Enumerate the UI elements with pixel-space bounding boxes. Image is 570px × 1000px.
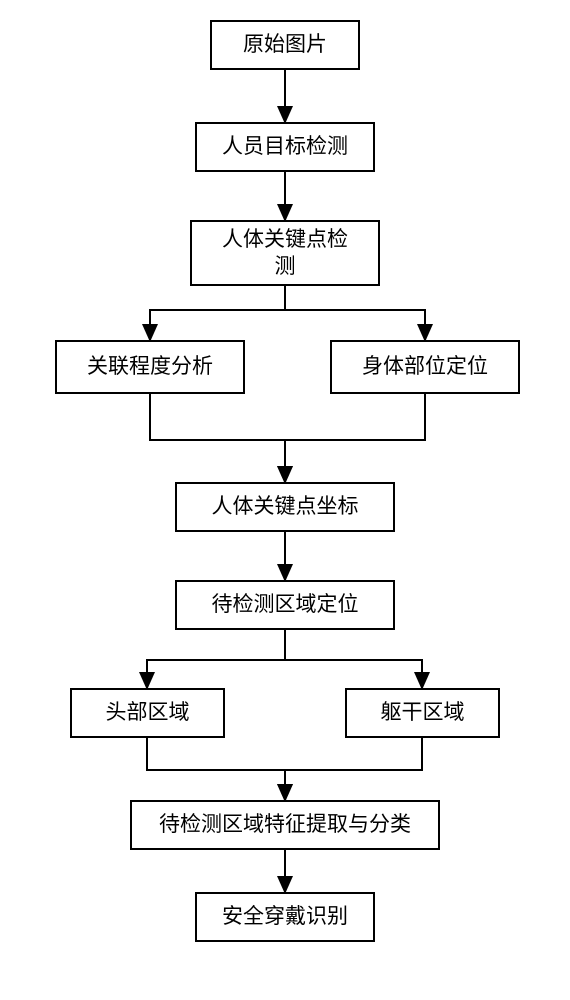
- edge-n3-n4: [150, 286, 285, 340]
- edge-n4-n6: [150, 394, 285, 482]
- node-label: 原始图片: [237, 27, 333, 62]
- flowchart-node-n10: 待检测区域特征提取与分类: [130, 800, 440, 850]
- node-label: 关联程度分析: [81, 349, 219, 384]
- node-label: 人体关键点检 测: [216, 222, 354, 285]
- node-label: 躯干区域: [375, 695, 471, 730]
- edge-n7-n8: [147, 630, 285, 688]
- flowchart-node-n5: 身体部位定位: [330, 340, 520, 394]
- edge-n7-n9: [285, 630, 422, 688]
- node-label: 待检测区域特征提取与分类: [153, 807, 417, 842]
- flowchart-node-n2: 人员目标检测: [195, 122, 375, 172]
- flowchart-node-n1: 原始图片: [210, 20, 360, 70]
- node-label: 人员目标检测: [216, 129, 354, 164]
- node-label: 头部区域: [100, 695, 196, 730]
- node-label: 人体关键点坐标: [206, 489, 365, 524]
- node-label: 待检测区域定位: [206, 587, 365, 622]
- edge-n9-n10: [285, 738, 422, 800]
- node-label: 安全穿戴识别: [216, 899, 354, 934]
- flowchart-node-n4: 关联程度分析: [55, 340, 245, 394]
- edge-n3-n5: [285, 286, 425, 340]
- node-label: 身体部位定位: [356, 349, 494, 384]
- flowchart-node-n8: 头部区域: [70, 688, 225, 738]
- flowchart-node-n7: 待检测区域定位: [175, 580, 395, 630]
- flowchart-node-n11: 安全穿戴识别: [195, 892, 375, 942]
- flowchart-node-n3: 人体关键点检 测: [190, 220, 380, 286]
- flowchart-node-n9: 躯干区域: [345, 688, 500, 738]
- edge-n5-n6: [285, 394, 425, 482]
- flowchart-node-n6: 人体关键点坐标: [175, 482, 395, 532]
- edge-n8-n10: [147, 738, 285, 800]
